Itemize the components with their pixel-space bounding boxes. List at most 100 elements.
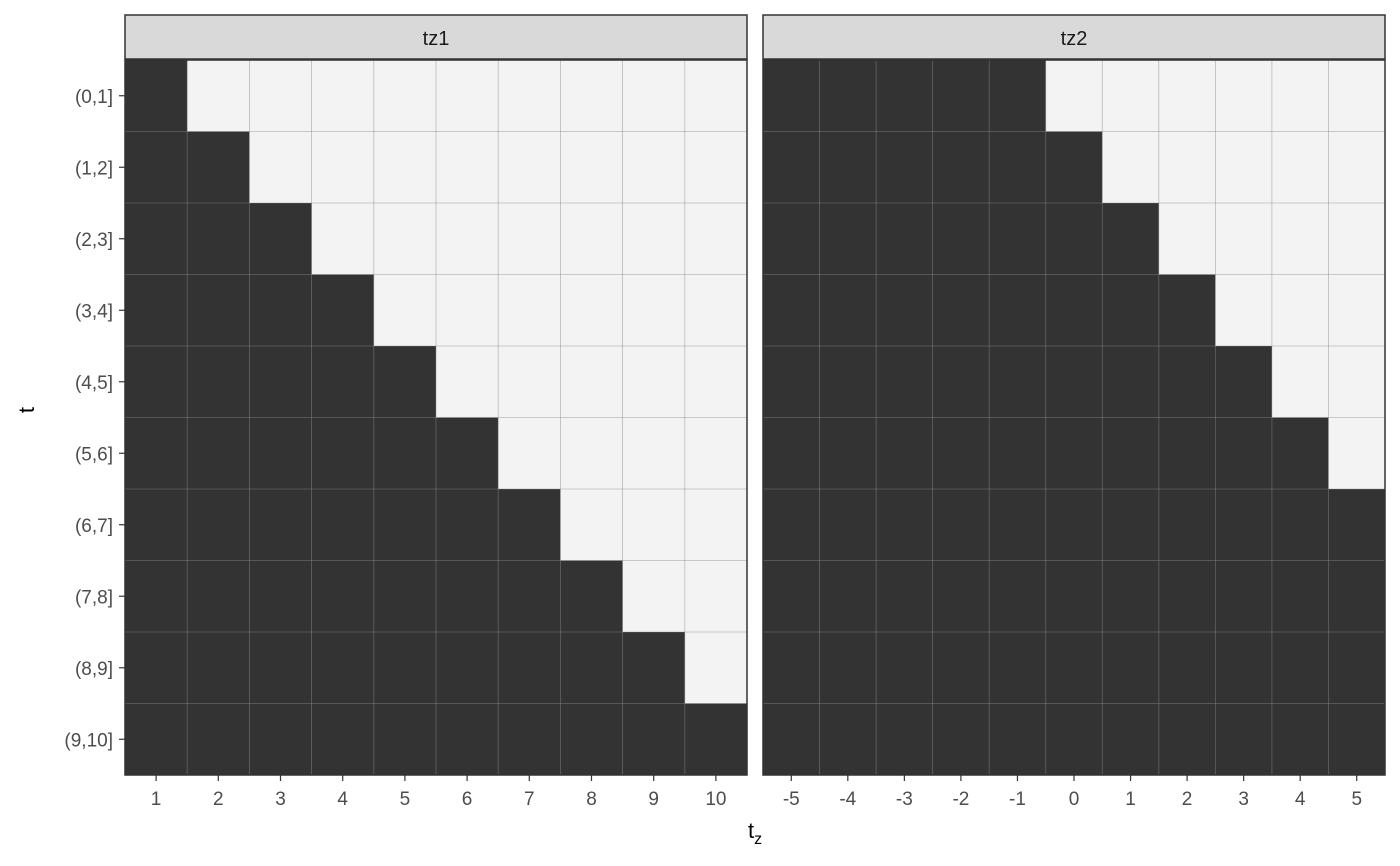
cell-tz2-r4-c0 — [763, 346, 820, 418]
cell-tz2-r7-c3 — [932, 560, 990, 633]
cell-tz1-r3-c0 — [125, 274, 188, 347]
x-tick-label: 10 — [705, 789, 726, 810]
cell-tz1-r0-c0 — [125, 60, 188, 132]
cell-tz2-r3-c2 — [876, 274, 933, 347]
cell-tz1-r7-c3 — [311, 560, 375, 633]
cell-tz2-r2-c4 — [989, 203, 1047, 275]
cell-tz2-r6-c1 — [819, 489, 877, 561]
cell-tz1-r0-c3 — [311, 60, 375, 132]
x-axis-title-subscript: z — [754, 831, 762, 848]
cell-tz2-r4-c10 — [1328, 346, 1386, 418]
cell-tz1-r3-c5 — [436, 274, 499, 347]
panel-border — [124, 59, 748, 776]
cell-tz2-r0-c4 — [989, 60, 1047, 132]
y-tick-label: (8,9] — [75, 659, 113, 680]
cell-tz2-r7-c2 — [876, 560, 933, 633]
cell-tz1-r7-c5 — [436, 560, 499, 633]
cell-tz1-r4-c7 — [560, 346, 623, 418]
x-axis-title-base: t — [748, 818, 754, 843]
cell-tz2-r9-c9 — [1271, 703, 1329, 776]
x-axis-title: tz — [748, 818, 762, 848]
cell-tz1-r8-c9 — [684, 632, 748, 704]
x-tick-label: -3 — [896, 789, 913, 810]
cell-tz1-r0-c4 — [373, 60, 437, 132]
cell-tz2-r3-c1 — [819, 274, 877, 347]
cell-tz1-r8-c6 — [498, 632, 561, 704]
cell-tz2-r6-c10 — [1328, 489, 1386, 561]
cell-tz2-r8-c0 — [763, 632, 820, 704]
y-tick-label: (7,8] — [75, 587, 113, 608]
cell-tz1-r2-c0 — [125, 203, 188, 275]
cell-tz1-r9-c7 — [560, 703, 623, 776]
cell-tz1-r4-c9 — [684, 346, 748, 418]
cell-tz1-r1-c3 — [311, 131, 375, 204]
cell-tz2-r5-c3 — [932, 417, 990, 490]
cell-tz2-r6-c3 — [932, 489, 990, 561]
cell-tz2-r5-c2 — [876, 417, 933, 490]
cell-tz2-r9-c8 — [1215, 703, 1273, 776]
cell-tz1-r1-c2 — [249, 131, 312, 204]
cell-tz2-r0-c9 — [1271, 60, 1329, 132]
cell-tz2-r7-c10 — [1328, 560, 1386, 633]
cell-tz1-r9-c5 — [436, 703, 499, 776]
cell-tz1-r9-c9 — [684, 703, 748, 776]
cell-tz2-r5-c6 — [1102, 417, 1160, 490]
cell-tz1-r1-c0 — [125, 131, 188, 204]
cell-tz2-r3-c9 — [1271, 274, 1329, 347]
cell-tz1-r3-c1 — [187, 274, 250, 347]
cell-tz2-r5-c7 — [1158, 417, 1216, 490]
cell-tz2-r4-c7 — [1158, 346, 1216, 418]
x-tick-label: 2 — [1182, 789, 1193, 810]
cell-tz2-r1-c7 — [1158, 131, 1216, 204]
cell-tz1-r8-c5 — [436, 632, 499, 704]
facet-label-tz1: tz1 — [423, 28, 450, 50]
cell-tz1-r8-c0 — [125, 632, 188, 704]
cell-tz1-r6-c7 — [560, 489, 623, 561]
x-tick-label: -2 — [952, 789, 969, 810]
cell-tz2-r0-c10 — [1328, 60, 1386, 132]
cell-tz2-r2-c10 — [1328, 203, 1386, 275]
y-tick-label: (3,4] — [75, 301, 113, 322]
x-tick-label: 3 — [1238, 789, 1249, 810]
x-tick-label: 4 — [337, 789, 348, 810]
cell-tz2-r0-c6 — [1102, 60, 1160, 132]
cell-tz2-r5-c4 — [989, 417, 1047, 490]
cell-tz1-r3-c2 — [249, 274, 312, 347]
cell-tz2-r6-c5 — [1045, 489, 1103, 561]
cell-tz1-r6-c2 — [249, 489, 312, 561]
cell-tz1-r9-c1 — [187, 703, 250, 776]
y-tick-label: (2,3] — [75, 230, 113, 251]
cell-tz2-r9-c0 — [763, 703, 820, 776]
cell-tz2-r4-c3 — [932, 346, 990, 418]
cell-tz2-r1-c6 — [1102, 131, 1160, 204]
cell-tz1-r2-c2 — [249, 203, 312, 275]
cell-tz1-r8-c1 — [187, 632, 250, 704]
y-axis-title: t — [14, 407, 39, 413]
x-tick-label: -1 — [1009, 789, 1026, 810]
panels-layer: tz1 1 2 3 4 5 6 7 8 9 10 tz2 -5 -4 -3 -2 -1 0 1 2 3 4 5 — [124, 14, 1386, 810]
cell-tz2-r0-c5 — [1045, 60, 1103, 132]
cell-tz2-r4-c6 — [1102, 346, 1160, 418]
cell-tz1-r5-c6 — [498, 417, 561, 490]
cell-tz2-r0-c7 — [1158, 60, 1216, 132]
cell-tz2-r9-c1 — [819, 703, 877, 776]
x-tick-label: 9 — [648, 789, 659, 810]
cell-tz1-r7-c4 — [373, 560, 437, 633]
cell-tz2-r8-c3 — [932, 632, 990, 704]
cell-tz1-r2-c7 — [560, 203, 623, 275]
cell-tz2-r9-c4 — [989, 703, 1047, 776]
cell-tz1-r4-c4 — [373, 346, 437, 418]
cell-tz1-r5-c2 — [249, 417, 312, 490]
cell-tz2-r6-c0 — [763, 489, 820, 561]
cell-tz2-r9-c7 — [1158, 703, 1216, 776]
cell-tz1-r6-c4 — [373, 489, 437, 561]
cell-tz1-r4-c0 — [125, 346, 188, 418]
cell-tz2-r8-c8 — [1215, 632, 1273, 704]
cell-tz2-r2-c2 — [876, 203, 933, 275]
cell-tz2-r7-c8 — [1215, 560, 1273, 633]
x-tick-label: -4 — [839, 789, 856, 810]
cell-tz1-r6-c8 — [622, 489, 686, 561]
cell-tz2-r6-c8 — [1215, 489, 1273, 561]
cell-tz1-r0-c9 — [684, 60, 748, 132]
cell-tz1-r7-c7 — [560, 560, 623, 633]
